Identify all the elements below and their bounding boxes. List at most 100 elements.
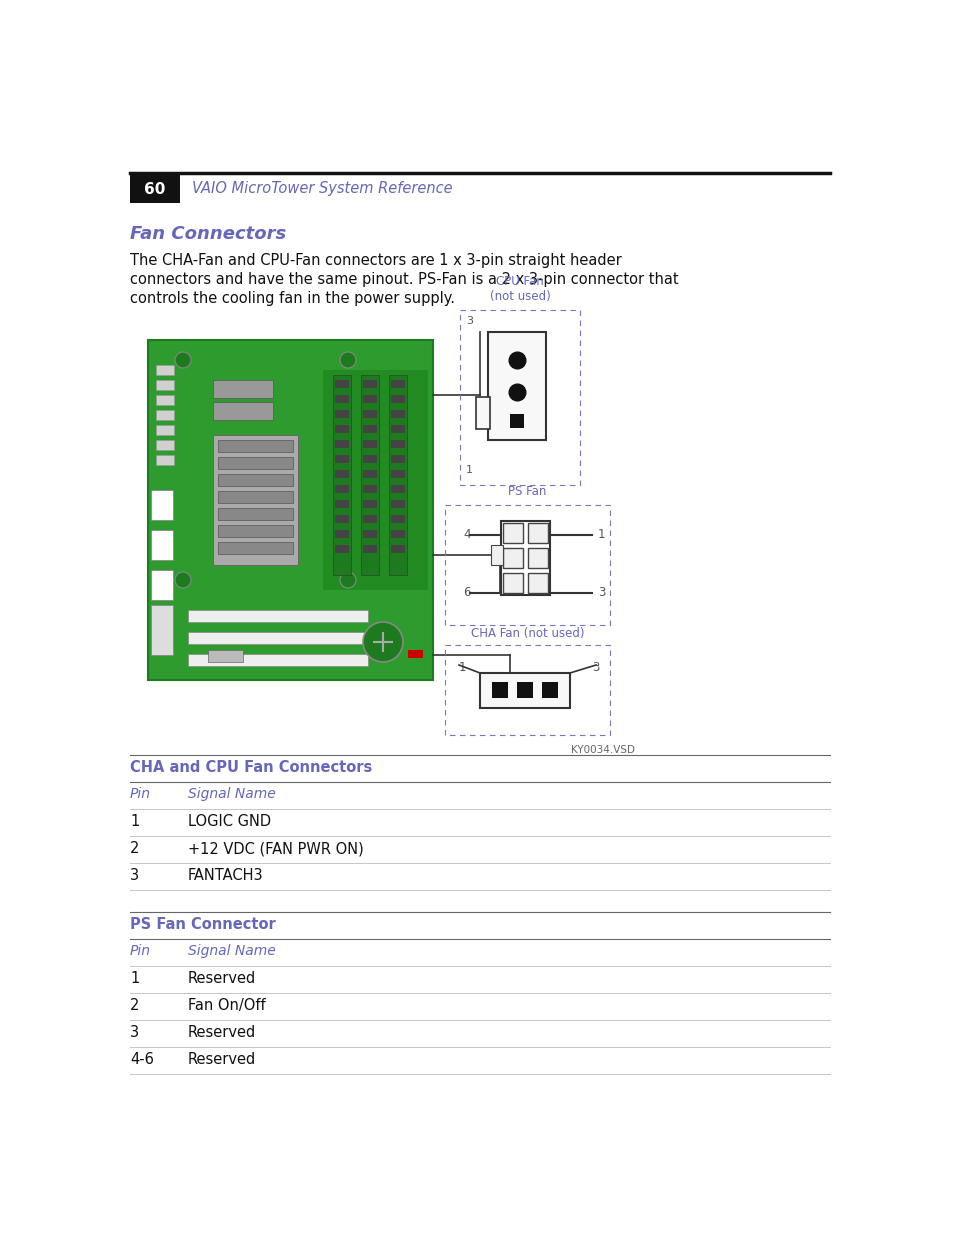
Bar [218,440,293,452]
Bar [363,440,376,448]
Text: VAIO MicroTower System Reference: VAIO MicroTower System Reference [192,182,452,196]
Bar [335,530,349,538]
Bar [363,380,376,388]
Bar [363,471,376,478]
Bar [333,375,351,576]
Text: controls the cooling fan in the power supply.: controls the cooling fan in the power su… [130,291,455,306]
Bar [335,380,349,388]
Bar [188,655,368,666]
Text: 3: 3 [465,316,473,326]
Bar [335,485,349,493]
Bar [391,454,405,463]
Text: 3: 3 [130,1025,139,1040]
Circle shape [339,352,355,368]
Bar [151,571,172,600]
Bar [502,573,522,593]
Text: Reserved: Reserved [188,1025,256,1040]
Bar [444,645,609,735]
Bar [151,490,172,520]
Text: connectors and have the same pinout. PS-Fan is a 2 x 3-pin connector that: connectors and have the same pinout. PS-… [130,272,678,287]
Text: 2: 2 [130,998,139,1013]
Text: 1: 1 [598,529,605,541]
Text: 1: 1 [130,814,139,829]
Text: FANTACH3: FANTACH3 [188,868,263,883]
Bar [323,370,428,590]
Bar [156,454,173,466]
Bar [488,332,545,440]
Bar [151,530,172,559]
Bar [459,310,579,485]
Bar [444,505,609,625]
Bar [492,682,507,698]
Bar [517,682,533,698]
Bar [130,175,180,203]
Bar [148,340,433,680]
Bar [156,410,173,420]
Bar [408,650,422,658]
Bar [363,395,376,403]
Circle shape [339,572,355,588]
Bar [335,500,349,508]
Text: 3: 3 [130,868,139,883]
Bar [391,395,405,403]
Bar [391,471,405,478]
Text: Reserved: Reserved [188,1052,256,1067]
Bar [188,610,368,622]
Bar [391,545,405,553]
Text: +12 VDC (FAN PWR ON): +12 VDC (FAN PWR ON) [188,841,363,856]
Bar [335,395,349,403]
Bar [151,605,172,655]
Bar [391,530,405,538]
Text: 1: 1 [458,661,466,674]
Bar [213,403,273,420]
Bar [218,474,293,487]
Bar [491,545,502,564]
Bar [218,525,293,537]
Bar [541,682,558,698]
Bar [208,650,243,662]
Text: 60: 60 [144,182,166,196]
Bar [391,425,405,433]
Text: KY0034.VSD: KY0034.VSD [571,745,635,755]
Bar [335,440,349,448]
Bar [363,410,376,417]
Text: 1: 1 [130,971,139,986]
Bar [476,396,490,429]
Bar [389,375,407,576]
Bar [218,457,293,469]
Text: 1: 1 [465,466,473,475]
Bar [156,425,173,435]
Text: 6: 6 [462,587,470,599]
Text: 3: 3 [592,661,598,674]
Bar [156,380,173,390]
Bar [218,492,293,503]
Text: CHA Fan (not used): CHA Fan (not used) [470,627,583,640]
Circle shape [363,622,402,662]
Text: 2: 2 [130,841,139,856]
Circle shape [174,572,191,588]
Text: Signal Name: Signal Name [188,944,275,958]
Text: CHA and CPU Fan Connectors: CHA and CPU Fan Connectors [130,760,372,776]
Bar [218,508,293,520]
Bar [363,454,376,463]
Bar [502,548,522,568]
Bar [391,515,405,522]
Bar [360,375,378,576]
Bar [213,380,273,398]
Circle shape [174,352,191,368]
Bar [363,530,376,538]
Bar [156,366,173,375]
Text: Reserved: Reserved [188,971,256,986]
Text: 4-6: 4-6 [130,1052,153,1067]
Bar [363,500,376,508]
Text: PS Fan Connector: PS Fan Connector [130,918,275,932]
Bar [527,573,547,593]
Bar [391,380,405,388]
Bar [363,515,376,522]
Text: 4: 4 [462,529,470,541]
Text: PS Fan: PS Fan [508,485,546,498]
Bar [363,485,376,493]
Bar [335,545,349,553]
Bar [479,673,569,708]
Text: Pin: Pin [130,787,151,802]
